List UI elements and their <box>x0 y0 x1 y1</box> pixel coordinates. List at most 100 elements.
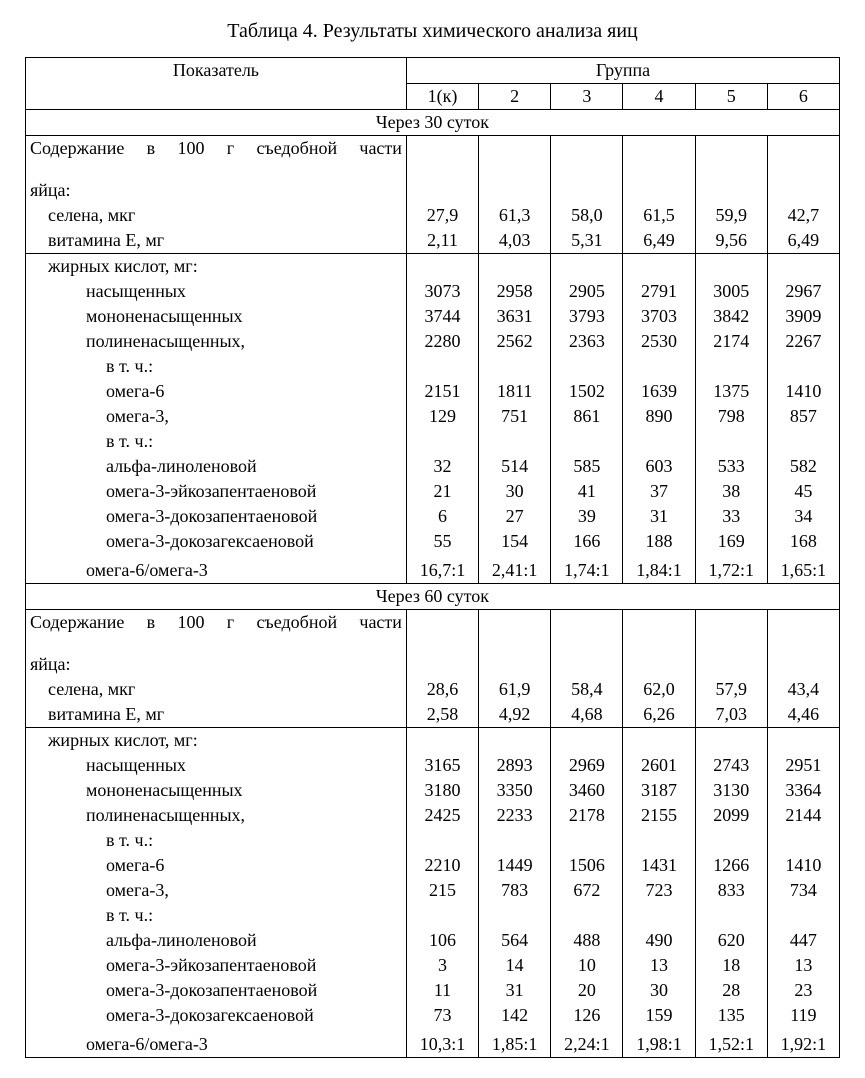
cell: 3187 <box>623 778 695 803</box>
ratio-cell: 10,3:1 <box>406 1028 478 1058</box>
row-label: мононенасыщенных <box>26 778 407 803</box>
cell <box>695 354 767 379</box>
cell: 3350 <box>479 778 551 803</box>
cell: 61,9 <box>479 677 551 702</box>
cell: 672 <box>551 878 623 903</box>
header-col-2: 3 <box>551 84 623 110</box>
cell: 13 <box>623 953 695 978</box>
cell: 3703 <box>623 304 695 329</box>
ratio-cell: 1,92:1 <box>767 1028 839 1058</box>
cell: 620 <box>695 928 767 953</box>
cell: 5,31 <box>551 228 623 254</box>
cell <box>695 429 767 454</box>
cell: 61,5 <box>623 203 695 228</box>
ratio-cell: 2,41:1 <box>479 554 551 584</box>
cell: 6,26 <box>623 702 695 728</box>
cell: 33 <box>695 504 767 529</box>
row-label: омега-3, <box>26 878 407 903</box>
cell <box>406 903 478 928</box>
cell: 3909 <box>767 304 839 329</box>
cell: 861 <box>551 404 623 429</box>
cell: 28 <box>695 978 767 1003</box>
ratio-cell: 1,74:1 <box>551 554 623 584</box>
row-label: омега-3-эйкозапентаеновой <box>26 479 407 504</box>
table-title: Таблица 4. Результаты химического анализ… <box>25 20 840 43</box>
cell: 129 <box>406 404 478 429</box>
cell: 2210 <box>406 853 478 878</box>
cell <box>623 903 695 928</box>
cell <box>406 354 478 379</box>
cell: 2099 <box>695 803 767 828</box>
cell: 2562 <box>479 329 551 354</box>
cell: 10 <box>551 953 623 978</box>
cell: 23 <box>767 978 839 1003</box>
cell <box>551 903 623 928</box>
cell: 564 <box>479 928 551 953</box>
row-label: витамина Е, мг <box>26 228 407 254</box>
cell: 1449 <box>479 853 551 878</box>
ratio-label-0: омега-6/омега-3 <box>26 554 407 584</box>
cell: 58,4 <box>551 677 623 702</box>
cell: 34 <box>767 504 839 529</box>
ratio-cell: 2,24:1 <box>551 1028 623 1058</box>
cell: 2155 <box>623 803 695 828</box>
cell: 4,03 <box>479 228 551 254</box>
cell: 3631 <box>479 304 551 329</box>
cell: 734 <box>767 878 839 903</box>
cell: 3744 <box>406 304 478 329</box>
row-label: омега-3-докозагексаеновой <box>26 1003 407 1028</box>
cell: 783 <box>479 878 551 903</box>
cell: 1375 <box>695 379 767 404</box>
cell <box>623 828 695 853</box>
cell <box>406 828 478 853</box>
row-label: в т. ч.: <box>26 828 407 853</box>
header-indicator: Показатель <box>26 58 407 110</box>
cell: 31 <box>623 504 695 529</box>
cell: 45 <box>767 479 839 504</box>
cell: 41 <box>551 479 623 504</box>
cell: 2267 <box>767 329 839 354</box>
cell: 447 <box>767 928 839 953</box>
cell: 154 <box>479 529 551 554</box>
cell: 11 <box>406 978 478 1003</box>
cell <box>767 828 839 853</box>
cell: 73 <box>406 1003 478 1028</box>
cell: 857 <box>767 404 839 429</box>
cell: 188 <box>623 529 695 554</box>
cell: 18 <box>695 953 767 978</box>
cell: 6,49 <box>623 228 695 254</box>
cell <box>479 903 551 928</box>
cell: 7,03 <box>695 702 767 728</box>
results-table: ПоказательГруппа1(к)23456Через 30 сутокС… <box>25 57 840 1058</box>
cell: 490 <box>623 928 695 953</box>
cell: 9,56 <box>695 228 767 254</box>
cell: 2893 <box>479 753 551 778</box>
cell: 28,6 <box>406 677 478 702</box>
cell: 2743 <box>695 753 767 778</box>
cell: 14 <box>479 953 551 978</box>
cell: 166 <box>551 529 623 554</box>
ratio-cell: 1,65:1 <box>767 554 839 584</box>
ratio-cell: 16,7:1 <box>406 554 478 584</box>
cell: 2174 <box>695 329 767 354</box>
cell: 2425 <box>406 803 478 828</box>
ratio-cell: 1,52:1 <box>695 1028 767 1058</box>
section-title-0: Через 30 суток <box>26 110 840 136</box>
header-col-0: 1(к) <box>406 84 478 110</box>
cell: 2144 <box>767 803 839 828</box>
cell: 2951 <box>767 753 839 778</box>
intro-1: Содержание в 100 г съедобной частияйца: <box>26 610 407 678</box>
cell: 169 <box>695 529 767 554</box>
cell: 27,9 <box>406 203 478 228</box>
row-label: омега-3, <box>26 404 407 429</box>
cell <box>551 429 623 454</box>
row-label: альфа-линоленовой <box>26 928 407 953</box>
row-label: омега-3-докозапентаеновой <box>26 978 407 1003</box>
cell: 126 <box>551 1003 623 1028</box>
cell <box>479 828 551 853</box>
row-label: в т. ч.: <box>26 429 407 454</box>
ratio-cell: 1,85:1 <box>479 1028 551 1058</box>
cell <box>551 354 623 379</box>
cell <box>767 354 839 379</box>
ratio-label-1: омега-6/омега-3 <box>26 1028 407 1058</box>
